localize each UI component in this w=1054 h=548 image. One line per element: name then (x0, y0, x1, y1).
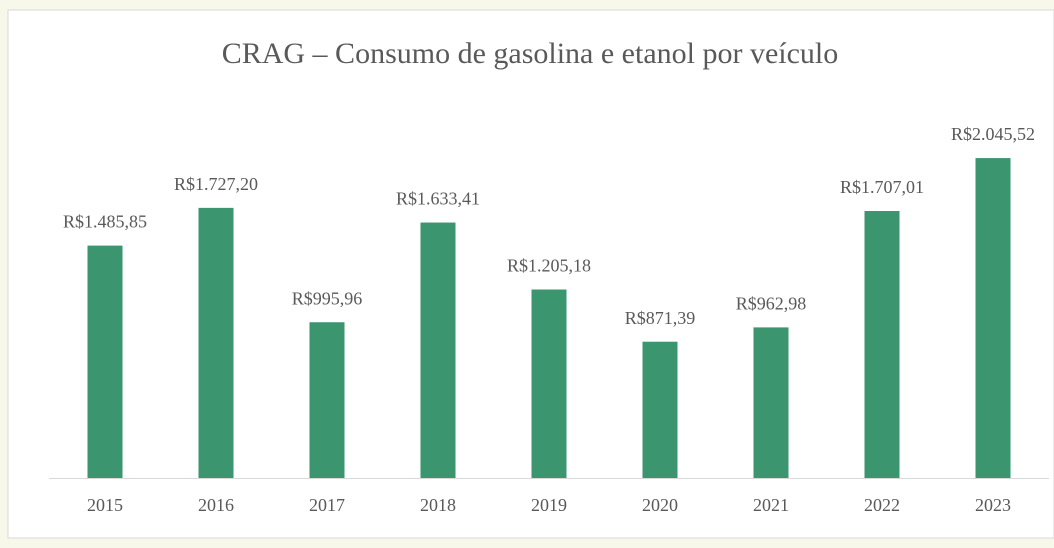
bar (420, 222, 456, 478)
data-label: R$1.485,85 (63, 212, 147, 232)
bar (198, 207, 234, 479)
bar (975, 158, 1011, 478)
x-tick-label: 2017 (309, 495, 345, 515)
x-tick-label: 2022 (864, 495, 900, 515)
bar (309, 322, 345, 478)
data-label: R$1.633,41 (396, 189, 480, 209)
bar (642, 341, 678, 478)
x-tick-label: 2016 (198, 495, 234, 515)
data-label: R$871,39 (625, 308, 696, 328)
chart-title: CRAG – Consumo de gasolina e etanol por … (222, 37, 839, 70)
data-label: R$1.205,18 (507, 256, 591, 276)
data-label: R$1.727,20 (174, 174, 258, 194)
bar (753, 327, 789, 478)
x-tick-label: 2019 (531, 495, 567, 515)
x-tick-label: 2015 (87, 495, 123, 515)
data-label: R$962,98 (736, 294, 807, 314)
data-label: R$2.045,52 (951, 124, 1035, 144)
x-tick-label: 2021 (753, 495, 789, 515)
bar (87, 245, 123, 478)
bar (531, 289, 567, 478)
x-tick-label: 2020 (642, 495, 678, 515)
x-tick-label: 2023 (975, 495, 1011, 515)
x-tick-label: 2018 (420, 495, 456, 515)
bar (864, 211, 900, 479)
data-label: R$995,96 (292, 288, 363, 308)
data-label: R$1.707,01 (840, 177, 924, 197)
